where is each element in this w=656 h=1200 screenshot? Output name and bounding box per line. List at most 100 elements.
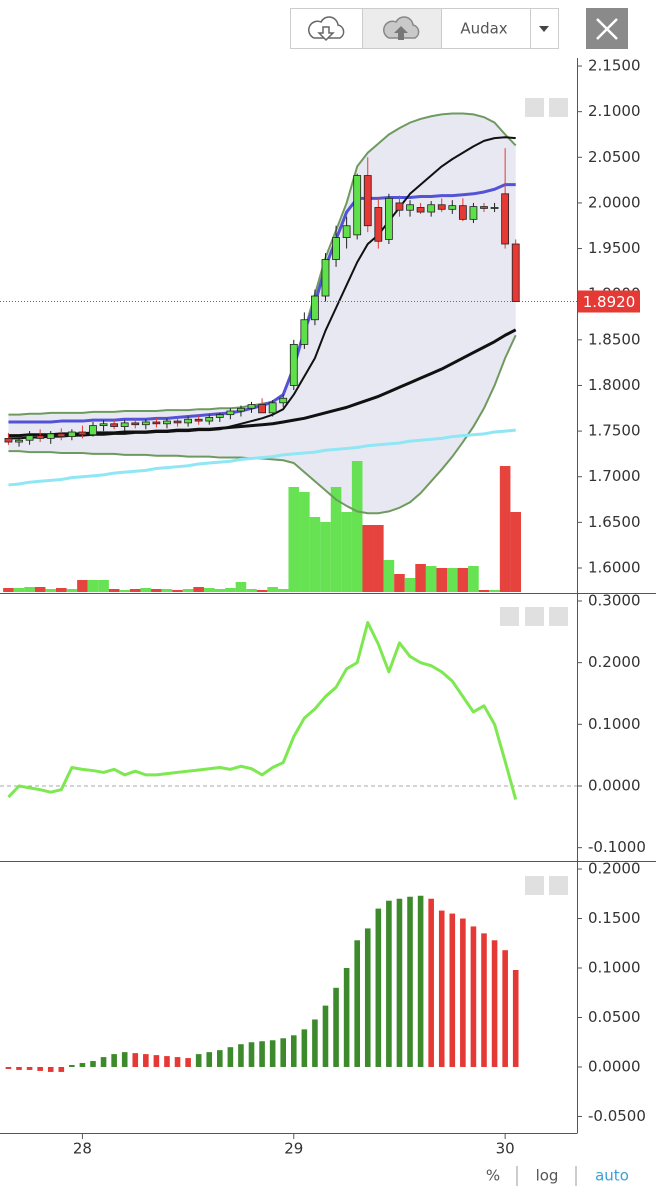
candle-body: [374, 207, 383, 242]
histogram-bar: [375, 908, 382, 1067]
histogram-bar: [26, 1066, 33, 1070]
indicator-line: [8, 428, 516, 487]
volume-bar: [193, 587, 204, 592]
y-tick-label: -0.0500: [588, 1107, 646, 1125]
last-price-box: [578, 290, 640, 313]
candle-body: [110, 423, 119, 427]
volume-bar: [66, 589, 78, 592]
candle-body: [384, 197, 393, 240]
icon-button[interactable]: [525, 876, 544, 895]
histogram-bar: [217, 1050, 223, 1067]
candle-body: [131, 422, 140, 426]
dropdown-caret[interactable]: [539, 26, 549, 32]
candle-body: [480, 206, 488, 209]
volume-bar: [246, 589, 257, 592]
candle-body: [448, 205, 457, 210]
y-tick-label: 1.7000: [588, 467, 641, 485]
y-tick-label: 2.1000: [588, 102, 641, 120]
download-button[interactable]: [308, 16, 345, 42]
histogram-bar: [481, 933, 487, 1067]
candle-body: [163, 420, 171, 425]
candle-body: [258, 404, 266, 414]
histogram-bar: [121, 1052, 128, 1067]
percent-toggle[interactable]: %: [486, 1167, 500, 1185]
histogram-bar: [37, 1066, 43, 1071]
volume-bar: [299, 492, 310, 592]
y-tick-label: 0.0000: [588, 1057, 641, 1075]
volume-bar: [34, 587, 46, 592]
profile-select[interactable]: Audax: [460, 20, 507, 38]
histogram-bar: [269, 1040, 276, 1067]
volume-bar: [447, 568, 458, 592]
candle-body: [469, 206, 478, 220]
histogram-bar: [460, 918, 466, 1067]
candle-body: [152, 421, 161, 425]
volume-bar: [330, 487, 342, 592]
volume-bar: [394, 574, 405, 592]
y-tick-label: 1.9500: [588, 239, 641, 257]
icon-button[interactable]: [525, 607, 544, 626]
histogram-bar: [100, 1057, 107, 1067]
y-tick-label: 2.0500: [588, 148, 641, 166]
y-tick-label: -0.1000: [588, 838, 646, 856]
arrow-icon: [317, 26, 335, 42]
volume-bar: [235, 582, 247, 592]
histogram-bar: [428, 898, 434, 1067]
log-toggle[interactable]: log: [536, 1167, 559, 1185]
x-tick-label: 29: [284, 1140, 303, 1158]
candle-body: [342, 225, 351, 239]
candle-body: [173, 420, 182, 424]
icon-button[interactable]: [549, 607, 568, 626]
histogram-bar: [164, 1056, 170, 1067]
candle-body: [501, 193, 510, 245]
histogram-bar: [132, 1053, 139, 1067]
candle-body: [205, 417, 214, 422]
candle-body: [311, 295, 319, 321]
histogram-bar: [174, 1057, 181, 1067]
y-tick-label: 0.0000: [588, 776, 641, 794]
histogram-bar: [449, 913, 456, 1067]
volume-bar: [309, 517, 321, 592]
icon-button[interactable]: [525, 98, 544, 117]
candle-body: [215, 414, 224, 418]
histogram-bar: [79, 1063, 86, 1067]
histogram-bar: [396, 898, 403, 1067]
volume-bar: [383, 560, 395, 592]
volume-bar: [172, 590, 183, 592]
histogram-bar: [491, 940, 498, 1067]
oscillator-line: [7, 621, 518, 800]
histogram-bar: [238, 1044, 244, 1067]
icon-button[interactable]: [500, 607, 519, 626]
histogram-bar: [47, 1066, 54, 1072]
y-tick-label: 1.8500: [588, 330, 641, 348]
auto-toggle[interactable]: auto: [595, 1167, 629, 1185]
candle-body: [363, 175, 372, 227]
histogram-bar: [195, 1054, 202, 1067]
candle-body: [427, 204, 436, 213]
histogram-bar: [290, 1035, 297, 1067]
y-tick-label: 0.0500: [588, 1008, 641, 1026]
volume-bar: [499, 466, 511, 592]
icon-button[interactable]: [549, 876, 568, 895]
volume-bar: [140, 588, 152, 592]
icon-button[interactable]: [549, 98, 568, 117]
candle-body: [226, 410, 235, 416]
volume-bar: [119, 590, 130, 592]
plot: 1.60001.65001.70001.75001.80001.85001.90…: [0, 57, 656, 1158]
candle-body: [67, 431, 76, 437]
histogram-bar: [185, 1058, 191, 1067]
histogram-bar: [259, 1041, 265, 1067]
histogram-bar: [248, 1042, 255, 1067]
histogram-bar: [312, 1019, 318, 1067]
volume-bar: [182, 589, 194, 592]
y-tick-label: 1.6500: [588, 513, 641, 531]
volume-bar: [87, 580, 99, 592]
candle-body: [300, 319, 309, 345]
histogram-bar: [386, 900, 392, 1067]
histogram-bar: [58, 1066, 65, 1072]
histogram-bar: [69, 1065, 75, 1067]
candle-body: [194, 418, 203, 422]
volume-bar: [415, 564, 426, 592]
candle-body: [437, 204, 446, 210]
candle-body: [247, 404, 256, 409]
